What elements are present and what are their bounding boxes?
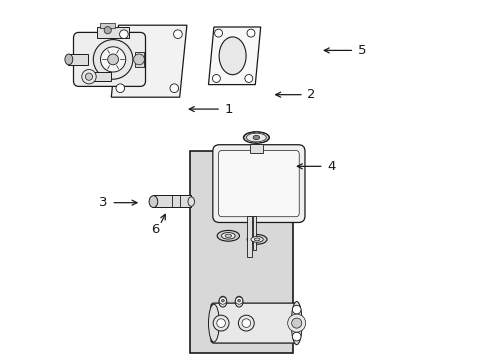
Bar xyxy=(152,195,190,207)
Circle shape xyxy=(242,319,250,328)
Ellipse shape xyxy=(224,234,231,238)
Bar xyxy=(249,144,262,153)
Bar xyxy=(247,216,251,257)
Bar xyxy=(88,72,111,81)
Bar xyxy=(97,27,129,38)
Circle shape xyxy=(214,29,222,37)
Ellipse shape xyxy=(253,135,259,140)
Polygon shape xyxy=(208,27,260,85)
Circle shape xyxy=(292,332,301,341)
FancyBboxPatch shape xyxy=(212,145,305,222)
Bar xyxy=(253,216,256,250)
Text: 3: 3 xyxy=(99,196,107,209)
Circle shape xyxy=(170,84,178,93)
Circle shape xyxy=(244,75,252,82)
Text: 5: 5 xyxy=(357,44,366,57)
Ellipse shape xyxy=(208,304,219,342)
Circle shape xyxy=(221,299,224,302)
Ellipse shape xyxy=(187,197,194,206)
Circle shape xyxy=(292,305,301,314)
Bar xyxy=(68,54,88,65)
Circle shape xyxy=(120,30,128,39)
Text: 1: 1 xyxy=(224,103,233,116)
Circle shape xyxy=(93,40,133,79)
Ellipse shape xyxy=(219,37,245,75)
Ellipse shape xyxy=(254,238,260,241)
Bar xyxy=(134,52,143,67)
Ellipse shape xyxy=(247,235,266,244)
Ellipse shape xyxy=(217,230,239,241)
Circle shape xyxy=(235,297,242,304)
Circle shape xyxy=(219,297,226,304)
FancyBboxPatch shape xyxy=(218,150,299,217)
FancyBboxPatch shape xyxy=(73,32,145,86)
Circle shape xyxy=(133,54,144,65)
Text: 2: 2 xyxy=(307,88,315,101)
Ellipse shape xyxy=(149,196,158,207)
Bar xyxy=(190,151,292,353)
Ellipse shape xyxy=(243,132,269,143)
Circle shape xyxy=(213,315,228,331)
Circle shape xyxy=(81,69,96,84)
Circle shape xyxy=(216,319,225,328)
Ellipse shape xyxy=(221,233,235,239)
Polygon shape xyxy=(111,25,186,97)
Circle shape xyxy=(104,27,111,34)
FancyBboxPatch shape xyxy=(211,303,299,343)
Ellipse shape xyxy=(219,296,226,307)
Ellipse shape xyxy=(65,54,73,65)
Circle shape xyxy=(85,73,92,80)
Circle shape xyxy=(212,75,220,82)
Text: 4: 4 xyxy=(326,160,335,173)
Circle shape xyxy=(173,30,182,39)
Circle shape xyxy=(237,299,240,302)
Circle shape xyxy=(116,84,124,93)
Circle shape xyxy=(101,47,125,72)
Bar xyxy=(101,23,115,28)
Ellipse shape xyxy=(235,296,243,307)
Ellipse shape xyxy=(246,133,266,142)
Circle shape xyxy=(246,29,254,37)
Ellipse shape xyxy=(291,302,302,345)
Circle shape xyxy=(238,315,254,331)
Circle shape xyxy=(107,54,118,65)
Text: 6: 6 xyxy=(151,223,160,236)
Circle shape xyxy=(287,314,305,332)
Ellipse shape xyxy=(250,237,263,242)
Circle shape xyxy=(291,318,301,328)
